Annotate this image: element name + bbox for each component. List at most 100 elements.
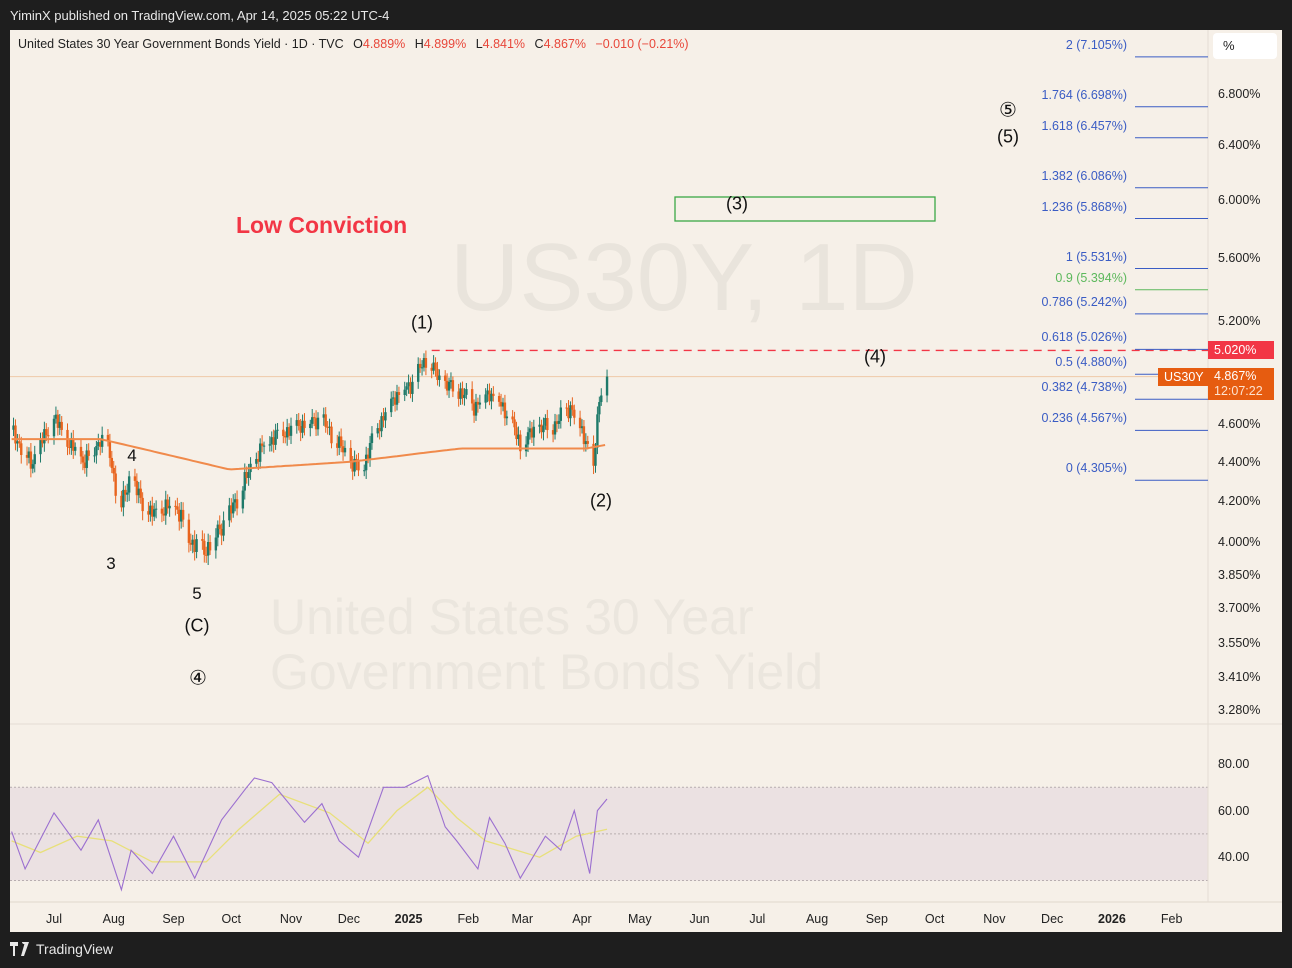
candle-body: [73, 446, 77, 451]
candle-body: [451, 380, 455, 392]
time-tick: Jun: [689, 912, 710, 926]
candle-body: [434, 362, 437, 369]
candle-body: [208, 542, 212, 551]
candle-body: [154, 508, 158, 510]
high-value: 4.899%: [423, 37, 467, 51]
last-price: 4.867%: [1214, 368, 1257, 383]
fib-label: 1.618 (6.457%): [1041, 118, 1127, 133]
price-tick: 6.000%: [1218, 192, 1261, 207]
fib-label: 1.764 (6.698%): [1041, 87, 1127, 102]
candle-body: [573, 409, 576, 418]
candle-body: [162, 513, 166, 516]
chart-panel[interactable]: US30Y, 1D United States 30 Year Governme…: [10, 30, 1282, 932]
candle-body: [513, 419, 516, 428]
candle-body: [166, 499, 169, 509]
candle-body: [178, 509, 181, 522]
unit-selector[interactable]: %: [1213, 33, 1277, 59]
candle-body: [349, 447, 352, 462]
candle-body: [567, 408, 570, 419]
candle-body: [87, 450, 90, 456]
candle-body: [93, 455, 96, 457]
rsi-line: [11, 774, 608, 892]
candle-body: [245, 472, 248, 478]
candle-body: [312, 417, 316, 419]
candle-body: [216, 524, 219, 538]
candle-body: [41, 439, 44, 444]
candle-body: [490, 393, 493, 402]
candle-body: [151, 505, 154, 517]
candle-body: [16, 441, 19, 444]
fib-label: 0.786 (5.242%): [1041, 294, 1127, 309]
candle-body: [268, 444, 272, 446]
candle-body: [376, 428, 379, 434]
candle-body: [328, 426, 331, 428]
candle-body: [546, 418, 549, 431]
candle-body: [284, 436, 287, 438]
candle-body: [301, 420, 304, 433]
price-tick: 3.410%: [1218, 670, 1261, 685]
candle-body: [417, 363, 420, 382]
candle-body: [538, 424, 541, 427]
candle-body: [25, 455, 29, 458]
candle-body: [189, 542, 193, 545]
tradingview-logo: TradingView: [10, 941, 113, 957]
candle-body: [135, 480, 139, 496]
candle-body: [470, 389, 474, 404]
candle-body: [517, 434, 520, 440]
candle-body: [565, 407, 568, 409]
candle-body: [418, 363, 422, 368]
wave-label-5: (5): [997, 126, 1019, 147]
rsi-ma-line: [11, 786, 608, 863]
candle-body: [127, 476, 131, 493]
price-tick: 5.600%: [1218, 251, 1261, 266]
candle-body: [584, 441, 588, 445]
candle-body: [72, 438, 75, 451]
minor-wave-3: 3: [106, 554, 116, 573]
candle-body: [465, 389, 468, 395]
candle-body: [582, 426, 586, 445]
candle-body: [586, 441, 589, 444]
candle-body: [488, 390, 491, 402]
candle-body: [484, 394, 487, 403]
candle-body: [233, 499, 237, 503]
candle-body: [594, 447, 597, 466]
candle-body: [553, 421, 557, 435]
candle-body: [420, 367, 424, 369]
fib-label: 1 (5.531%): [1065, 249, 1127, 264]
candle-body: [357, 461, 360, 471]
candle-body: [255, 458, 258, 464]
wave-label-1: (1): [411, 312, 433, 333]
candle-body: [557, 420, 561, 424]
fib-label: 0.236 (4.567%): [1041, 411, 1127, 426]
candle-body: [97, 442, 100, 447]
bar-countdown: 12:07:22: [1214, 383, 1263, 398]
candle-body: [393, 397, 397, 405]
candle-body: [108, 441, 112, 458]
price-chart[interactable]: [10, 30, 1282, 932]
candle-body: [397, 392, 401, 396]
time-tick: May: [627, 912, 652, 926]
candle-body: [232, 502, 235, 514]
open-value: 4.889%: [362, 37, 406, 51]
candle-body: [70, 438, 73, 449]
time-tick: Aug: [102, 912, 125, 926]
candle-body: [258, 443, 262, 462]
candle-body: [461, 388, 464, 399]
rsi-tick: 80.00: [1218, 757, 1250, 771]
watermark-ticker: US30Y, 1D: [450, 224, 918, 331]
time-tick: Jul: [749, 912, 766, 926]
candle-body: [214, 537, 218, 551]
candle-body: [530, 428, 534, 438]
candle-body: [153, 509, 156, 517]
low-conviction-note: Low Conviction: [236, 212, 408, 238]
candle-body: [391, 397, 395, 399]
time-tick: Dec: [337, 912, 360, 926]
candle-body: [497, 396, 501, 402]
minor-wave-5: 5: [192, 584, 202, 603]
candle-body: [195, 539, 198, 552]
candle-body: [407, 382, 410, 387]
time-tick: Oct: [924, 912, 945, 926]
candle-body: [205, 554, 208, 556]
candle-body: [272, 437, 275, 445]
wave-3-target-box: [674, 196, 936, 222]
